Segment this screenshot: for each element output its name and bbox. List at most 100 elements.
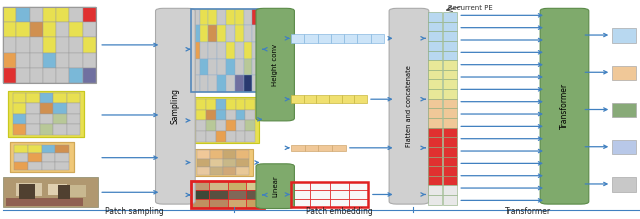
- Text: Transformer: Transformer: [505, 207, 551, 216]
- Bar: [42, 153, 56, 162]
- Bar: [209, 9, 217, 25]
- Bar: [428, 79, 442, 89]
- Bar: [428, 195, 442, 205]
- Bar: [428, 22, 442, 31]
- Bar: [206, 131, 216, 142]
- Bar: [209, 181, 228, 190]
- Bar: [17, 68, 29, 83]
- Bar: [217, 42, 226, 59]
- Bar: [200, 42, 208, 59]
- Bar: [252, 75, 261, 92]
- Bar: [330, 190, 349, 199]
- Bar: [197, 150, 210, 159]
- Bar: [428, 147, 442, 157]
- Bar: [246, 131, 255, 142]
- Bar: [223, 150, 236, 159]
- Bar: [43, 53, 56, 68]
- Bar: [332, 145, 346, 151]
- Bar: [209, 25, 217, 42]
- Bar: [196, 99, 206, 110]
- FancyBboxPatch shape: [256, 8, 294, 121]
- Bar: [191, 181, 264, 208]
- Bar: [349, 190, 368, 199]
- Bar: [310, 199, 330, 207]
- Bar: [42, 162, 56, 170]
- Bar: [228, 181, 246, 190]
- Bar: [330, 199, 349, 207]
- Bar: [317, 34, 331, 43]
- FancyBboxPatch shape: [10, 142, 74, 172]
- Bar: [56, 53, 70, 68]
- Bar: [83, 37, 96, 53]
- Bar: [197, 167, 210, 175]
- Bar: [358, 34, 371, 43]
- Bar: [42, 145, 56, 153]
- Bar: [226, 25, 235, 42]
- Bar: [235, 9, 244, 25]
- Bar: [3, 22, 17, 37]
- Bar: [443, 118, 457, 128]
- Bar: [19, 184, 35, 199]
- Bar: [53, 124, 67, 135]
- Bar: [342, 95, 354, 103]
- Bar: [428, 99, 442, 108]
- Bar: [244, 59, 252, 75]
- Bar: [67, 114, 80, 124]
- Bar: [612, 140, 636, 154]
- Bar: [216, 131, 226, 142]
- Bar: [226, 131, 236, 142]
- Bar: [200, 25, 208, 42]
- Bar: [191, 59, 200, 75]
- Bar: [443, 128, 457, 137]
- Bar: [56, 145, 69, 153]
- Bar: [17, 7, 29, 22]
- FancyBboxPatch shape: [540, 8, 589, 204]
- Bar: [252, 59, 261, 75]
- Bar: [443, 60, 457, 70]
- Bar: [3, 177, 98, 207]
- Bar: [354, 95, 367, 103]
- Bar: [43, 37, 56, 53]
- Bar: [14, 145, 69, 170]
- Bar: [246, 181, 264, 190]
- Bar: [236, 120, 246, 131]
- Bar: [443, 166, 457, 176]
- Bar: [3, 7, 17, 22]
- Bar: [305, 34, 317, 43]
- Bar: [206, 120, 216, 131]
- Bar: [28, 145, 42, 153]
- Bar: [83, 68, 96, 83]
- Bar: [3, 7, 96, 83]
- Bar: [56, 68, 70, 83]
- Bar: [200, 9, 208, 25]
- Bar: [29, 68, 43, 83]
- Bar: [226, 9, 235, 25]
- Bar: [226, 110, 236, 120]
- Bar: [217, 25, 226, 42]
- Bar: [228, 190, 246, 199]
- Bar: [246, 99, 255, 110]
- Bar: [252, 42, 261, 59]
- Bar: [428, 137, 442, 147]
- Text: Patch sampling: Patch sampling: [105, 207, 164, 216]
- Bar: [191, 190, 209, 199]
- Bar: [70, 7, 83, 22]
- Text: Sampling: Sampling: [171, 88, 180, 124]
- Bar: [217, 75, 226, 92]
- Bar: [40, 104, 53, 114]
- Bar: [3, 68, 17, 83]
- Bar: [310, 182, 330, 190]
- Bar: [443, 137, 457, 147]
- Bar: [196, 120, 206, 131]
- Bar: [13, 114, 26, 124]
- Bar: [612, 103, 636, 117]
- Bar: [236, 110, 246, 120]
- Bar: [53, 104, 67, 114]
- Bar: [206, 99, 216, 110]
- Bar: [209, 75, 217, 92]
- Bar: [428, 31, 442, 41]
- Bar: [217, 59, 226, 75]
- Bar: [226, 59, 235, 75]
- Bar: [191, 9, 200, 25]
- Bar: [226, 99, 236, 110]
